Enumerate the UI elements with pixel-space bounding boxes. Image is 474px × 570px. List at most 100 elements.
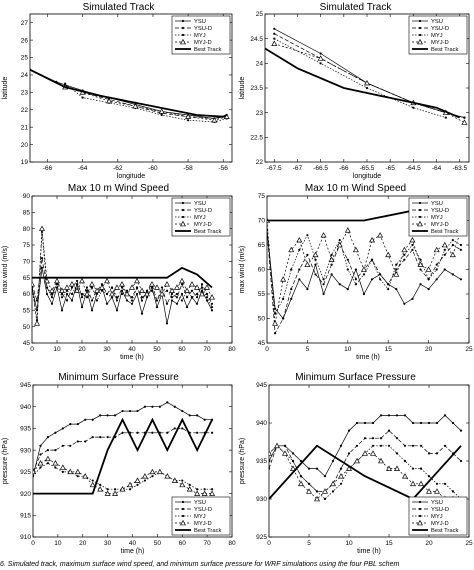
x-tick-label: 60: [179, 540, 187, 547]
data-point: [344, 227, 351, 233]
x-tick-label: 40: [128, 346, 136, 353]
data-point: [411, 421, 415, 425]
data-point: [395, 288, 398, 291]
legend-marker: [181, 19, 185, 23]
data-point: [54, 277, 60, 284]
data-point: [70, 292, 74, 296]
data-point: [145, 296, 149, 299]
y-tick-label: 70: [258, 218, 266, 225]
data-point: [184, 287, 190, 294]
data-point: [186, 119, 190, 122]
data-point: [79, 277, 85, 284]
legend-label: Best Track: [194, 47, 221, 53]
data-point: [173, 427, 176, 430]
x-axis-label: longitude: [353, 173, 382, 180]
data-point: [61, 427, 64, 430]
data-point: [40, 266, 44, 269]
data-point: [272, 320, 279, 326]
data-point: [273, 32, 276, 35]
data-point: [94, 287, 100, 294]
data-point: [354, 457, 360, 464]
legend-marker: [180, 519, 186, 526]
series-line: [64, 86, 227, 121]
data-point: [306, 288, 309, 291]
data-point: [282, 317, 285, 320]
data-point: [419, 467, 423, 470]
chart-title: Simulated Track: [82, 2, 155, 13]
legend-marker: [181, 500, 185, 504]
y-tick-label: 65: [23, 275, 31, 282]
legend-marker: [181, 33, 185, 37]
data-point: [170, 299, 174, 302]
data-point: [210, 305, 214, 309]
y-tick-label: 915: [20, 512, 31, 519]
data-point: [130, 302, 134, 305]
x-tick-label: 10: [54, 540, 62, 547]
chart-panel-track-full: Simulated Track -66 -64 -62 -60 -58 -56 19 20 21…: [0, 0, 237, 188]
legend-label: YSU-D: [431, 507, 449, 513]
y-tick-label: 23: [21, 90, 29, 97]
data-point: [211, 431, 214, 434]
data-point: [50, 292, 54, 296]
data-point: [395, 263, 398, 266]
data-point: [84, 290, 90, 297]
data-point: [124, 290, 130, 297]
data-point: [444, 116, 447, 119]
y-axis-label: pressure (hPa): [239, 438, 246, 484]
data-point: [181, 409, 184, 413]
data-point: [425, 266, 432, 272]
legend-label: YSU: [194, 19, 206, 25]
data-point: [354, 278, 357, 281]
data-point: [330, 273, 333, 276]
x-axis-label: longitude: [117, 173, 146, 180]
data-point: [387, 414, 391, 417]
y-tick-label: 50: [258, 316, 266, 323]
data-point: [314, 273, 317, 276]
data-point: [443, 414, 447, 417]
x-tick-label: -64: [78, 165, 88, 172]
data-point: [194, 490, 201, 496]
data-point: [443, 444, 447, 447]
data-point: [395, 414, 399, 417]
series-best-track: [269, 444, 462, 501]
data-point: [290, 297, 293, 300]
legend-label: YSU-D: [194, 26, 212, 32]
chart-wind-full: 0 10 20 30 40 50 60 70 80 45 50 55 60 65 70 75 80 85 90 tim…: [2, 193, 236, 361]
data-point: [110, 296, 114, 299]
legend-label: YSU: [431, 19, 443, 25]
data-point: [370, 258, 374, 261]
data-point: [91, 479, 94, 482]
x-tick-label: -64.5: [406, 165, 421, 172]
legend-label: MYJ-D: [431, 521, 449, 527]
data-point: [315, 467, 319, 470]
series-line: [30, 68, 228, 118]
data-point: [84, 440, 87, 443]
chart-title: Minimum Surface Pressure: [295, 372, 416, 383]
data-point: [322, 278, 325, 281]
legend-marker: [418, 26, 422, 30]
legend-marker: [418, 33, 422, 37]
data-point: [443, 268, 446, 271]
data-point: [354, 268, 357, 271]
x-tick-label: 25: [465, 346, 473, 353]
series-line: [265, 47, 461, 119]
data-point: [336, 241, 343, 248]
data-point: [35, 299, 39, 302]
data-point: [409, 236, 416, 243]
data-point: [59, 287, 65, 294]
legend-label: MYJ: [431, 33, 443, 39]
x-tick-label: -62: [113, 165, 123, 172]
data-point: [44, 277, 50, 284]
data-point: [314, 258, 317, 261]
data-point: [100, 283, 104, 286]
data-point: [299, 459, 303, 463]
series-best-track: [30, 68, 228, 118]
data-point: [435, 482, 439, 485]
y-tick-label: 24: [21, 72, 29, 79]
series-line: [274, 43, 465, 123]
data-point: [312, 251, 319, 258]
series-line: [33, 462, 213, 490]
data-point: [371, 421, 375, 425]
data-point: [315, 490, 319, 493]
